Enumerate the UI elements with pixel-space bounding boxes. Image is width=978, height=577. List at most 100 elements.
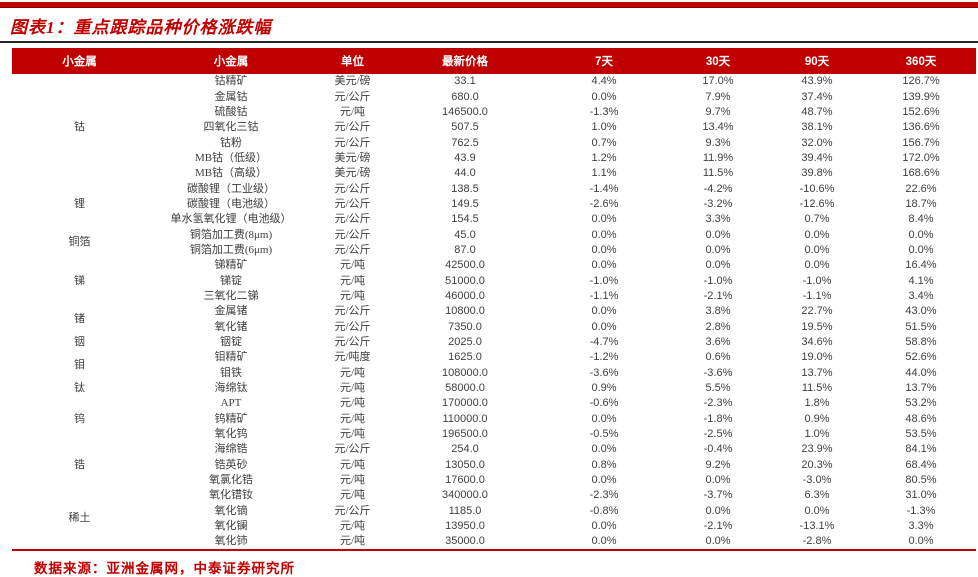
category-cell: 钼: [74, 359, 85, 372]
unit: 元/公斤: [334, 305, 371, 318]
chg-30d: 7.9%: [705, 90, 731, 103]
chg-7d: -1.1%: [589, 289, 619, 302]
table-row: 金属钴 元/公斤 680.0 0.0% 7.9% 37.4% 139.9%: [12, 89, 976, 104]
latest-price: 13050.0: [445, 458, 485, 471]
chg-90d: 38.1%: [801, 121, 833, 134]
chg-30d: 2.8%: [705, 320, 731, 333]
unit: 元/吨: [339, 366, 366, 379]
latest-price: 35000.0: [445, 534, 485, 547]
product-name: 氧化镧: [214, 520, 248, 533]
chg-90d: -3.0%: [802, 474, 832, 487]
chg-90d: -13.1%: [799, 520, 835, 533]
table-row: 锗 金属锗 元/公斤 10800.0 0.0% 3.8% 22.7% 43.0%: [12, 304, 976, 325]
chg-360d: 156.7%: [902, 136, 940, 149]
product-name: 铟锭: [220, 336, 242, 349]
product-name: 锆英砂: [214, 458, 248, 471]
chg-30d: 9.7%: [705, 105, 731, 118]
chg-7d: 0.8%: [591, 458, 617, 471]
latest-price: 110000.0: [442, 412, 488, 425]
chg-30d: 0.0%: [705, 534, 731, 547]
latest-price: 87.0: [454, 243, 476, 256]
product-name: 三氧化二锑: [203, 289, 259, 302]
product-name: 铜箔加工费(8μm): [189, 228, 273, 241]
table-row: 锑锑精矿 元/吨 42500.0 0.0% 0.0% 0.0% 16.4%: [12, 258, 976, 286]
chg-90d: -2.8%: [802, 534, 832, 547]
table-row: MB钴（低级） 美元/磅 43.9 1.2% 11.9% 39.4% 172.0%: [12, 151, 976, 166]
chg-90d: 0.7%: [804, 213, 830, 226]
product-name: 钴粉: [220, 136, 242, 149]
latest-price: 254.0: [451, 443, 479, 456]
latest-price: 2025.0: [448, 336, 482, 349]
product-name: 金属锗: [214, 305, 248, 318]
category-cell: 锗: [74, 313, 85, 325]
table-row: 锆英砂 元/吨 13050.0 0.8% 9.2% 20.3% 68.4%: [12, 458, 976, 473]
chg-360d: 44.0%: [905, 366, 937, 379]
unit: 元/吨: [339, 474, 366, 487]
chg-360d: 172.0%: [902, 151, 940, 164]
product-name: 钨精矿: [214, 412, 248, 425]
chg-360d: 4.1%: [908, 274, 934, 287]
unit: 元/公斤: [334, 243, 371, 256]
table-row: 锆 海绵锆 元/公斤 254.0 0.0% -0.4% 23.9% 84.1%: [12, 442, 976, 470]
category-cell: 锂: [74, 197, 85, 210]
product-name: 海绵锆: [214, 443, 248, 456]
chg-7d: 0.0%: [591, 520, 617, 533]
chg-90d: 0.9%: [804, 412, 830, 425]
chg-30d: 0.6%: [705, 351, 731, 364]
chg-30d: -1.0%: [703, 274, 733, 287]
chg-90d: 0.0%: [804, 228, 830, 241]
chg-360d: 16.4%: [905, 259, 937, 272]
product-name: 钼铁: [220, 366, 242, 379]
chg-7d: 0.0%: [591, 305, 617, 318]
unit: 元/吨: [339, 289, 366, 302]
product-name: 海绵钛: [214, 382, 248, 395]
unit: 元/公斤: [334, 228, 371, 241]
chg-360d: 84.1%: [905, 443, 937, 456]
chg-7d: 0.0%: [591, 213, 617, 226]
chg-360d: 0.0%: [908, 534, 934, 547]
chg-90d: 20.3%: [801, 458, 833, 471]
unit: 元/公斤: [334, 213, 371, 226]
chg-7d: 0.0%: [591, 320, 617, 333]
unit: 元/公斤: [334, 121, 371, 134]
latest-price: 44.0: [454, 167, 476, 180]
latest-price: 149.5: [451, 197, 479, 210]
product-name: 氧化锗: [214, 320, 248, 333]
chg-90d: -1.1%: [802, 289, 832, 302]
chg-30d: 5.5%: [705, 382, 731, 395]
chg-90d: 39.8%: [801, 167, 833, 180]
chg-90d: 6.3%: [804, 489, 830, 502]
chg-7d: -2.3%: [589, 489, 619, 502]
chg-7d: -0.8%: [589, 504, 619, 517]
product-name: 单水氢氧化锂（电池级）: [170, 213, 292, 226]
category-cell: 稀土: [68, 511, 91, 524]
unit: 元/公斤: [334, 320, 371, 333]
chg-90d: 0.0%: [804, 504, 830, 517]
unit: 元/公斤: [334, 443, 371, 456]
chg-90d: 0.0%: [804, 243, 830, 256]
unit: 元/吨: [339, 259, 366, 272]
unit: 元/公斤: [334, 504, 371, 517]
chg-7d: 0.0%: [591, 443, 617, 456]
chg-7d: -1.4%: [589, 182, 619, 195]
table-row: 锂 碳酸锂（工业级） 元/公斤 138.5 -1.4% -4.2% -10.6% 22.6%: [12, 181, 976, 209]
chg-90d: 32.0%: [801, 136, 833, 149]
header-row: 小金属 小金属 单位 最新价格 7天 30天 90天 360天: [12, 48, 976, 74]
unit: 元/吨: [339, 105, 366, 118]
chg-360d: 68.4%: [905, 458, 937, 471]
chg-360d: 136.6%: [902, 121, 940, 134]
table-row: 四氧化三钴 元/公斤 507.5 1.0% 13.4% 38.1% 136.6%: [12, 120, 976, 135]
product-name: MB钴（高级）: [194, 167, 268, 180]
table-row: 铜箔加工费(6μm) 元/公斤 87.0 0.0% 0.0% 0.0% 0.0%: [12, 243, 976, 258]
chg-7d: 1.2%: [591, 151, 617, 164]
chg-30d: 0.0%: [705, 228, 731, 241]
chg-7d: -0.6%: [589, 397, 619, 410]
chg-30d: -2.1%: [703, 289, 733, 302]
category-cell: 锑: [74, 274, 85, 287]
latest-price: 10800.0: [445, 305, 485, 318]
latest-price: 108000.0: [442, 366, 488, 379]
chg-7d: 4.4%: [591, 75, 617, 88]
chg-360d: 0.0%: [908, 228, 934, 241]
latest-price: 17600.0: [445, 474, 485, 487]
latest-price: 58000.0: [445, 382, 485, 395]
